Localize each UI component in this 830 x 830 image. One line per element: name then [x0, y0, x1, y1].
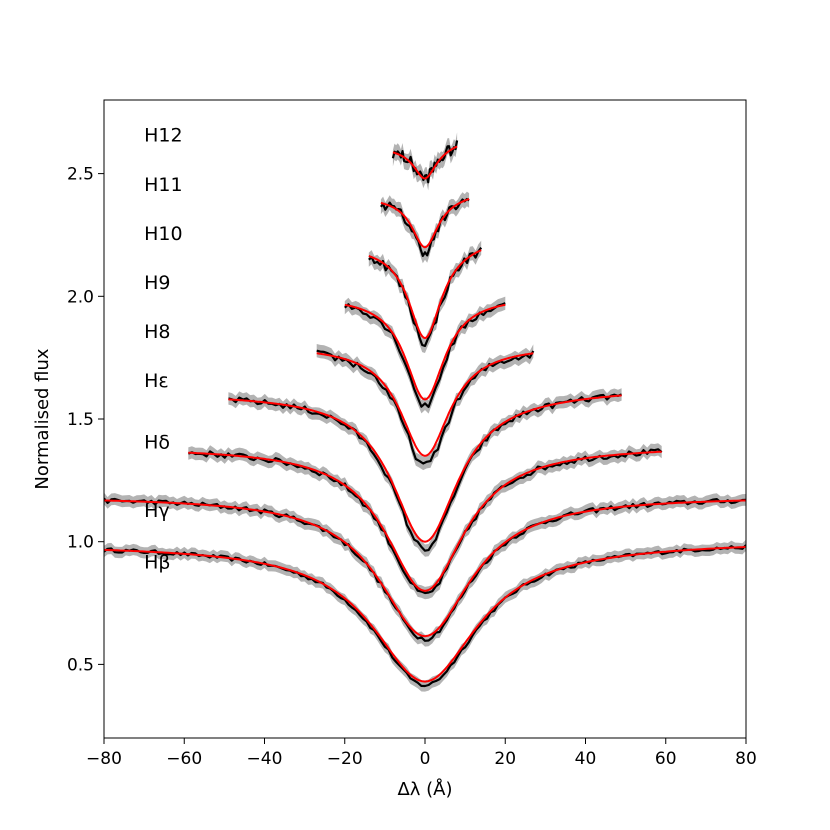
line-label-5: H8	[144, 321, 170, 343]
model-fit-4	[228, 394, 622, 543]
error-band-7	[368, 240, 482, 353]
error-band-5	[316, 344, 534, 471]
x-tick-label: 40	[575, 749, 597, 769]
error-band-2	[104, 492, 746, 647]
x-tick-label: −80	[86, 749, 122, 769]
y-tick-label: 1.5	[67, 410, 94, 430]
x-tick-label: 20	[494, 749, 516, 769]
x-axis-title: Δλ (Å)	[397, 778, 452, 800]
line-label-9: H12	[144, 125, 182, 147]
line-label-1: Hβ	[144, 552, 170, 574]
error-band-1	[104, 539, 746, 692]
line-label-7: H10	[144, 223, 182, 245]
observed-spectrum-5	[316, 349, 535, 465]
plot-area	[104, 132, 746, 692]
x-tick-label: −60	[166, 749, 202, 769]
x-axis: −80 −60 −40 −20 0 20 40 60 80	[86, 738, 757, 769]
observed-spectrum-4	[228, 393, 623, 552]
y-tick-label: 1.0	[67, 533, 94, 553]
line-label-2: Hγ	[144, 500, 170, 522]
model-fit-2	[104, 499, 746, 638]
model-fit-8	[380, 198, 470, 249]
error-band-4	[228, 388, 622, 557]
y-tick-label: 0.5	[67, 655, 94, 675]
x-tick-label: 0	[420, 749, 431, 769]
y-axis-title: Normalised flux	[32, 348, 53, 489]
error-band-8	[380, 191, 470, 264]
model-fit-9	[392, 145, 458, 180]
observed-spectrum-1	[104, 544, 746, 688]
model-fit-5	[316, 352, 534, 457]
model-fit-6	[344, 303, 506, 401]
x-tick-label: −40	[247, 749, 283, 769]
x-tick-label: −20	[327, 749, 363, 769]
model-fit-3	[188, 450, 662, 592]
x-tick-label: 60	[655, 749, 677, 769]
y-axis: 0.5 1.0 1.5 2.0 2.5	[67, 165, 104, 675]
line-labels: Hβ Hγ Hδ Hε H8 H9 H10 H11 H12	[144, 125, 182, 574]
model-fit-7	[368, 249, 482, 340]
observed-spectrum-2	[104, 497, 746, 642]
line-label-3: Hδ	[144, 431, 170, 453]
observed-spectrum-3	[187, 448, 663, 595]
line-label-4: Hε	[144, 370, 169, 392]
x-tick-label: 80	[735, 749, 757, 769]
error-band-9	[392, 132, 458, 191]
y-tick-label: 2.5	[67, 165, 94, 185]
line-label-8: H11	[144, 174, 182, 196]
model-fit-1	[104, 545, 746, 683]
error-band-3	[188, 443, 662, 600]
line-label-6: H9	[144, 272, 170, 294]
y-tick-label: 2.0	[67, 287, 94, 307]
